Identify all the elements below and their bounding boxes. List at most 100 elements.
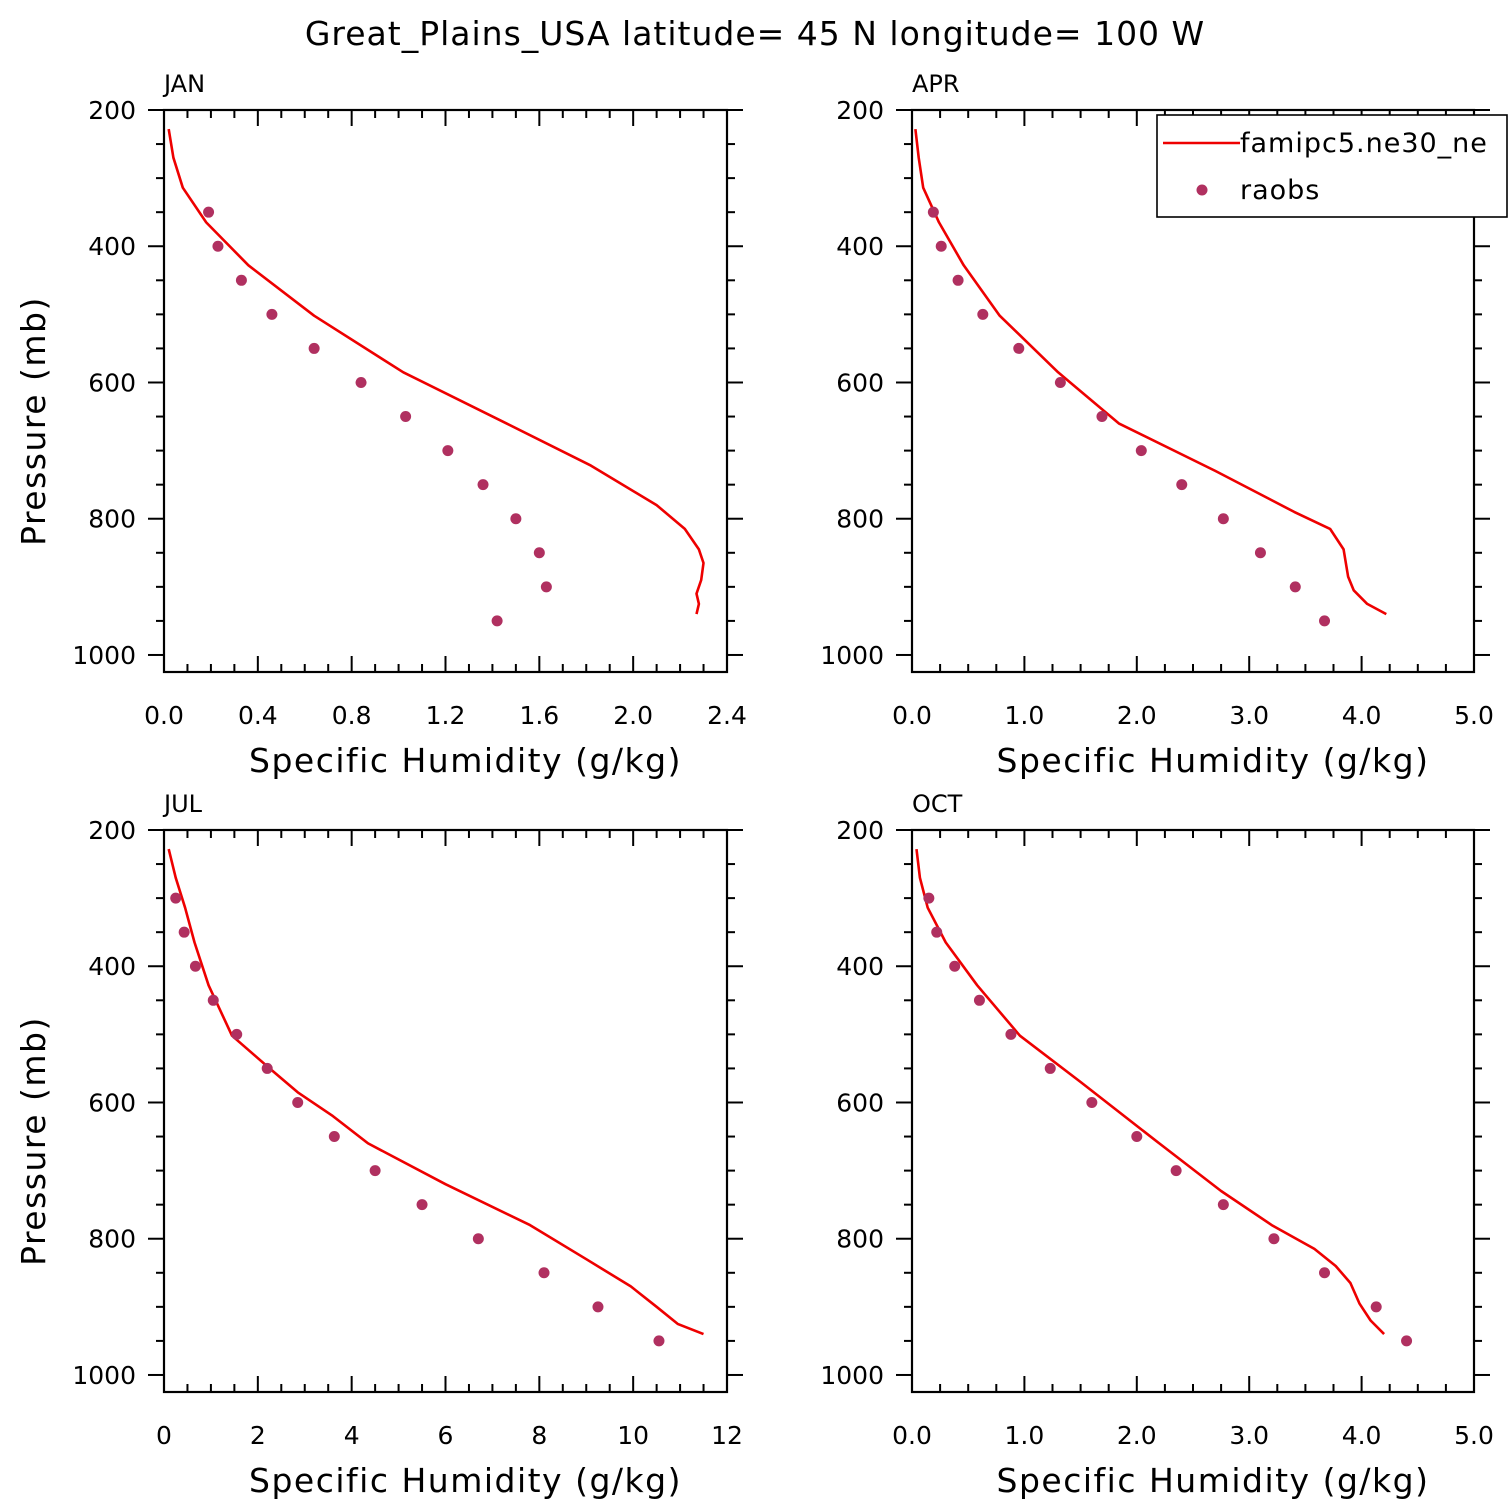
raobs-point: [266, 308, 278, 320]
raobs-point: [178, 926, 190, 938]
panel-label: APR: [912, 70, 960, 98]
y-tick-label: 400: [836, 952, 884, 981]
x-tick-label: 8: [531, 1421, 547, 1450]
x-tick-label: 2.0: [1117, 1421, 1157, 1450]
raobs-point: [170, 892, 182, 904]
x-tick-label: 5.0: [1454, 1421, 1494, 1450]
raobs-point: [949, 960, 961, 972]
y-tick-label: 400: [88, 952, 136, 981]
y-tick-label: 200: [88, 816, 136, 845]
y-tick-label: 800: [836, 505, 884, 534]
raobs-point: [1013, 342, 1025, 354]
raobs-point: [923, 892, 935, 904]
x-tick-label: 0.4: [238, 701, 278, 730]
y-tick-label: 600: [836, 368, 884, 397]
raobs-point: [369, 1165, 381, 1177]
raobs-point: [235, 274, 247, 286]
panel-jan: 0.0 0.4 0.8 1.2 1.6 2.0 2.4 200 400 600 800 1000 JAN…: [14, 70, 747, 780]
y-tick-label: 800: [88, 1225, 136, 1254]
x-tick-label: 0.0: [892, 701, 932, 730]
raobs-point: [1370, 1301, 1382, 1313]
x-tick-label: 2: [250, 1421, 266, 1450]
raobs-point: [1044, 1062, 1056, 1074]
raobs-point: [973, 994, 985, 1006]
raobs-point: [1005, 1028, 1017, 1040]
raobs-point: [510, 513, 522, 525]
model-series-line: [167, 848, 704, 1336]
raobs-point: [416, 1199, 428, 1211]
raobs-point: [292, 1096, 304, 1108]
x-tick-label: 2.0: [1117, 701, 1157, 730]
raobs-point: [207, 994, 219, 1006]
x-tick-label: 5.0: [1454, 701, 1494, 730]
x-tick-label: 4.0: [1342, 701, 1382, 730]
raobs-point: [1086, 1096, 1098, 1108]
legend-label-obs: raobs: [1240, 175, 1320, 206]
panel-oct: 0.0 1.0 2.0 3.0 4.0 5.0 200 400 600 800 1000 OCT Spe…: [820, 790, 1494, 1500]
raobs-point: [1268, 1233, 1280, 1245]
model-series-line: [914, 128, 1387, 616]
y-tick-label: 1000: [72, 641, 136, 670]
x-axis-title: Specific Humidity (g/kg): [249, 741, 682, 780]
y-tick-label: 800: [836, 1225, 884, 1254]
raobs-point: [1176, 479, 1188, 491]
y-tick-label: 200: [836, 96, 884, 125]
x-tick-label: 10: [617, 1421, 649, 1450]
raobs-point: [328, 1131, 340, 1143]
y-tick-label: 1000: [820, 1361, 884, 1390]
legend-dot-swatch: [1196, 184, 1208, 196]
x-axis-title: Specific Humidity (g/kg): [249, 1461, 682, 1500]
raobs-point: [400, 411, 412, 423]
panel-label: JUL: [162, 790, 203, 818]
x-tick-label: 3.0: [1229, 1421, 1269, 1450]
raobs-point: [212, 240, 224, 252]
plot-frame: [910, 828, 1476, 1394]
model-series-line: [167, 128, 705, 615]
legend-box: [1156, 114, 1508, 218]
raobs-point: [477, 479, 489, 491]
raobs-point: [1054, 376, 1066, 388]
x-tick-label: 1.2: [426, 701, 466, 730]
raobs-point: [189, 960, 201, 972]
x-tick-label: 6: [438, 1421, 454, 1450]
x-tick-label: 1.0: [1005, 1421, 1045, 1450]
legend-label-model: famipc5.ne30_ne: [1240, 128, 1488, 159]
plot-frame: [162, 828, 729, 1394]
raobs-point: [538, 1267, 550, 1279]
y-tick-label: 1000: [820, 641, 884, 670]
x-tick-label: 1.6: [519, 701, 559, 730]
x-tick-label: 0: [156, 1421, 172, 1450]
raobs-point: [1135, 445, 1147, 457]
raobs-point: [1170, 1165, 1182, 1177]
x-tick-label: 4.0: [1342, 1421, 1382, 1450]
raobs-point: [935, 240, 947, 252]
raobs-point: [1217, 513, 1229, 525]
x-tick-label: 3.0: [1229, 701, 1269, 730]
raobs-point: [203, 206, 215, 218]
raobs-point: [1096, 411, 1108, 423]
panel-apr: 0.0 1.0 2.0 3.0 4.0 5.0 200 400 600 800 1000 APR Spe…: [820, 70, 1494, 780]
main-title: Great_Plains_USA latitude= 45 N longitud…: [305, 14, 1205, 53]
model-series-line: [915, 848, 1386, 1336]
raobs-point: [927, 206, 939, 218]
y-tick-label: 200: [88, 96, 136, 125]
raobs-point: [1319, 1267, 1331, 1279]
y-tick-label: 400: [88, 232, 136, 261]
raobs-point: [1401, 1335, 1413, 1347]
y-tick-label: 600: [836, 1088, 884, 1117]
raobs-point: [491, 615, 503, 627]
raobs-point: [1319, 615, 1331, 627]
panel-label: JAN: [162, 70, 205, 98]
raobs-point: [653, 1335, 665, 1347]
raobs-point: [1131, 1131, 1143, 1143]
raobs-point: [1254, 547, 1266, 559]
y-tick-label: 800: [88, 505, 136, 534]
raobs-point: [1217, 1199, 1229, 1211]
panel-jul: 0 2 4 6 8 10 12 200 400 600 800 1000 JUL Specific Hum…: [14, 790, 743, 1500]
y-axis-title: Pressure (mb): [14, 296, 53, 546]
raobs-point: [1289, 581, 1301, 593]
x-tick-label: 4: [344, 1421, 360, 1450]
plot-frame: [162, 108, 729, 674]
y-tick-label: 200: [836, 816, 884, 845]
